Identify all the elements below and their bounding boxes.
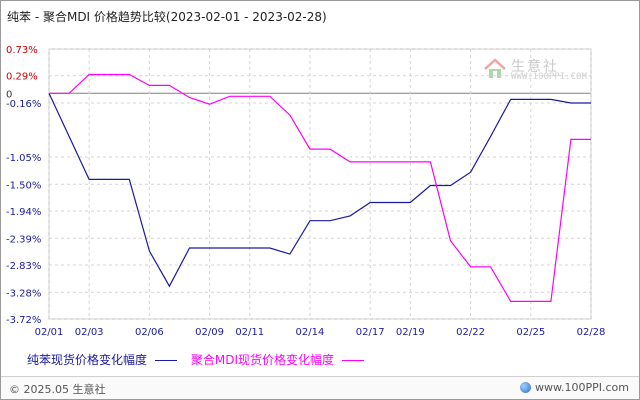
line-chart: 0.73% 0.29% -0.16%0 -1.05% -1.50% -1.94% -2.39… (6, 45, 606, 338)
copyright: © 2025.05 生意社 (9, 383, 106, 396)
chart-title: 纯苯 - 聚合MDI 价格趋势比较(2023-02-01 - 2023-02-2… (7, 10, 327, 24)
series-line-1 (49, 73, 591, 302)
globe-icon (520, 382, 532, 393)
x-axis-tick-labels: 02/01 02/03 02/06 02/09 02/11 02/14 02/17 02/19… (35, 327, 606, 338)
x-tick-label: 02/25 (516, 327, 545, 338)
y-tick-label: -1.05% (6, 153, 41, 164)
x-tick-label: 02/19 (396, 327, 425, 338)
x-tick-label: 02/06 (135, 327, 164, 338)
footer: © 2025.05 生意社 www.100PPI.com (1, 376, 639, 399)
x-tick-label: 02/01 (35, 327, 64, 338)
x-tick-label: 02/17 (356, 327, 385, 338)
watermark-url: WWW.100PPI.COM (511, 72, 587, 82)
y-axis-tick-labels: 0.73% 0.29% -0.16%0 -1.05% -1.50% -1.94% -2.39… (6, 45, 41, 326)
watermark-name: 生意社 (511, 59, 559, 75)
legend-item-benzene: 纯苯现货价格变化幅度 (27, 351, 187, 368)
y-tick-label: 0 (6, 89, 12, 100)
y-tick-label: -1.94% (6, 207, 41, 218)
legend-label-mdi: 聚合MDI现货价格变化幅度 (190, 353, 334, 367)
legend-item-mdi: 聚合MDI现货价格变化幅度 (191, 351, 374, 368)
y-tick-label: -3.72% (6, 315, 41, 326)
y-tick-label: -3.28% (6, 288, 41, 299)
legend-label-benzene: 纯苯现货价格变化幅度 (27, 353, 148, 367)
site-link[interactable]: www.100PPI.com (520, 381, 629, 394)
y-tick-label: 0.29% (6, 72, 38, 83)
x-tick-label: 02/03 (75, 327, 104, 338)
series-lines (48, 73, 591, 302)
x-tick-label: 02/28 (577, 327, 606, 338)
x-tick-label: 02/22 (456, 327, 485, 338)
y-tick-label: -2.39% (6, 234, 41, 245)
house-logo-icon (484, 58, 506, 78)
series-line-0 (48, 93, 591, 288)
site-url: www.100PPI.com (535, 381, 629, 394)
legend-swatch-benzene (155, 360, 178, 361)
y-tick-label: -1.50% (6, 180, 41, 191)
legend-swatch-mdi (341, 360, 364, 361)
y-tick-label: -0.16% (6, 99, 41, 110)
x-tick-label: 02/11 (235, 327, 264, 338)
x-tick-label: 02/14 (296, 327, 325, 338)
y-tick-label: 0.73% (6, 45, 38, 56)
y-tick-label: -2.83% (6, 261, 41, 272)
watermark: 生意社 WWW.100PPI.COM (483, 55, 587, 85)
legend: 纯苯现货价格变化幅度 聚合MDI现货价格变化幅度 (27, 351, 374, 368)
grid (48, 48, 592, 320)
x-tick-label: 02/09 (195, 327, 224, 338)
